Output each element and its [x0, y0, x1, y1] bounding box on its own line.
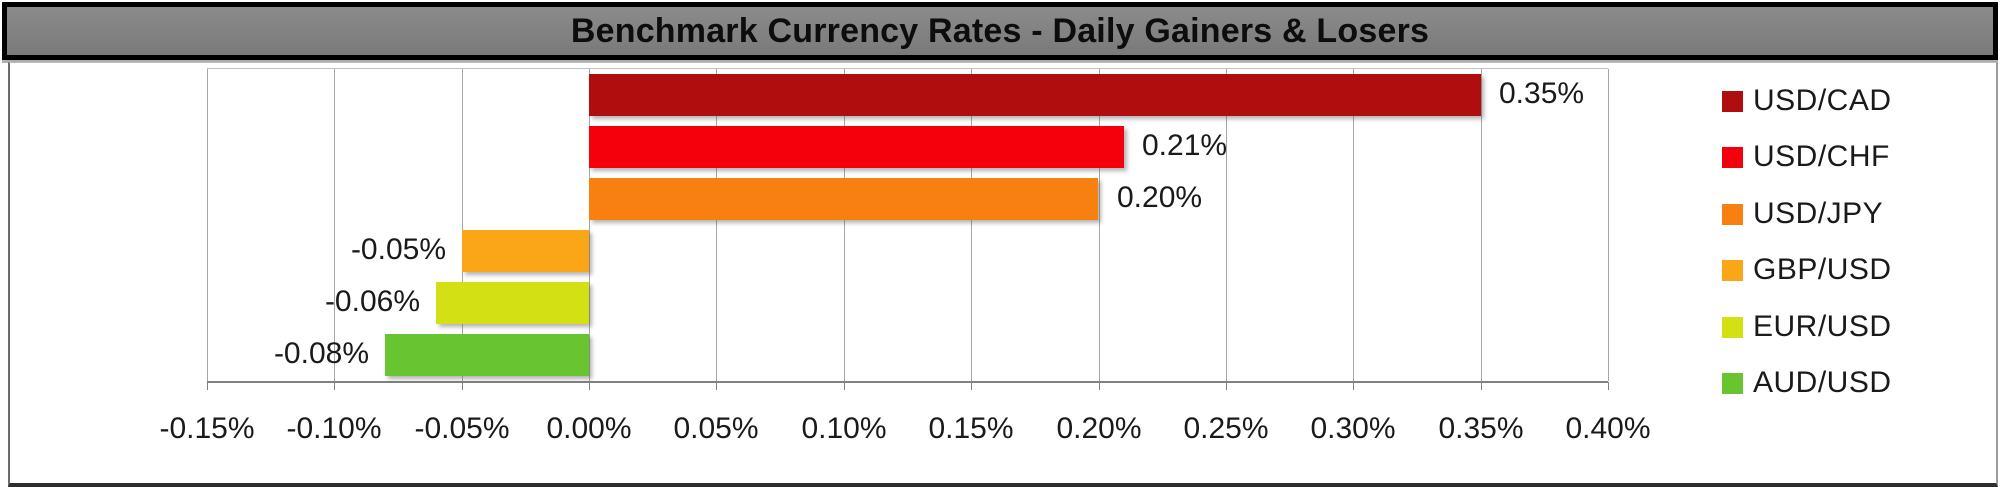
x-axis-tick	[1099, 382, 1100, 390]
bar-value-label: 0.35%	[1499, 77, 1585, 110]
bar-value-label: -0.08%	[273, 337, 369, 370]
chart-area: USD/CAD USD/CHF USD/JPY GBP/USD EUR/USD AUD/U…	[8, 62, 1998, 487]
legend-label: USD/JPY	[1753, 197, 1884, 230]
x-axis-tick-label: 0.25%	[1183, 412, 1269, 445]
bar-gbp-usd	[462, 230, 589, 272]
bar-value-label: 0.20%	[1117, 181, 1203, 214]
legend-label: AUD/USD	[1753, 366, 1892, 399]
x-axis-tick-label: 0.40%	[1565, 412, 1651, 445]
x-axis-tick	[462, 382, 463, 390]
legend-swatch	[1722, 90, 1743, 112]
legend-label: USD/CAD	[1753, 84, 1892, 117]
gridline	[462, 69, 463, 381]
gridline	[1481, 69, 1482, 381]
x-axis-tick-label: -0.15%	[159, 412, 255, 445]
gridline	[589, 69, 590, 381]
x-axis-tick	[1608, 382, 1609, 390]
gridline	[207, 69, 208, 381]
x-axis-tick-label: -0.10%	[286, 412, 382, 445]
x-axis-tick	[716, 382, 717, 390]
x-axis-tick	[971, 382, 972, 390]
legend-item-usd-chf: USD/CHF	[1722, 140, 1890, 173]
legend-swatch	[1722, 203, 1743, 225]
legend-item-eur-usd: EUR/USD	[1722, 310, 1892, 343]
legend-item-gbp-usd: GBP/USD	[1722, 253, 1892, 286]
plot-area	[207, 68, 1609, 383]
bar-value-label: -0.05%	[350, 233, 446, 266]
gridline	[1353, 69, 1354, 381]
x-axis-tick	[1226, 382, 1227, 390]
x-axis-tick	[589, 382, 590, 390]
x-axis-tick-label: 0.20%	[1056, 412, 1142, 445]
bar-aud-usd	[385, 334, 589, 376]
gridline	[334, 69, 335, 381]
bar-value-label: -0.06%	[324, 285, 420, 318]
bar-usd-chf	[589, 126, 1124, 168]
gridline	[1099, 69, 1100, 381]
gridline	[716, 69, 717, 381]
gridline	[971, 69, 972, 381]
x-axis-tick	[207, 382, 208, 390]
legend-label: EUR/USD	[1753, 310, 1892, 343]
gridline	[1608, 69, 1609, 381]
legend-item-usd-jpy: USD/JPY	[1722, 197, 1884, 230]
legend-swatch	[1722, 259, 1743, 281]
chart-title-bar: Benchmark Currency Rates - Daily Gainers…	[2, 2, 1998, 60]
bar-eur-usd	[436, 282, 589, 324]
gridline	[844, 69, 845, 381]
legend-item-aud-usd: AUD/USD	[1722, 366, 1892, 399]
legend-swatch	[1722, 316, 1743, 338]
chart-title: Benchmark Currency Rates - Daily Gainers…	[570, 11, 1430, 50]
x-axis-tick-label: 0.35%	[1438, 412, 1524, 445]
bar-value-label: 0.21%	[1142, 129, 1228, 162]
gridline	[1226, 69, 1227, 381]
x-axis-tick	[1353, 382, 1354, 390]
x-axis-tick-label: 0.15%	[928, 412, 1014, 445]
legend-swatch	[1722, 146, 1743, 168]
x-axis-tick-label: 0.00%	[546, 412, 632, 445]
legend-item-usd-cad: USD/CAD	[1722, 84, 1892, 117]
bar-usd-jpy	[589, 178, 1098, 220]
bar-usd-cad	[589, 74, 1481, 116]
legend-label: GBP/USD	[1753, 253, 1892, 286]
x-axis-tick-label: 0.30%	[1310, 412, 1396, 445]
legend-label: USD/CHF	[1753, 140, 1890, 173]
x-axis-tick-label: 0.05%	[673, 412, 759, 445]
x-axis-tick-label: 0.10%	[801, 412, 887, 445]
x-axis-tick-label: -0.05%	[414, 412, 510, 445]
x-axis-tick	[844, 382, 845, 390]
x-axis-tick	[1481, 382, 1482, 390]
x-axis-tick	[334, 382, 335, 390]
legend-swatch	[1722, 372, 1743, 394]
